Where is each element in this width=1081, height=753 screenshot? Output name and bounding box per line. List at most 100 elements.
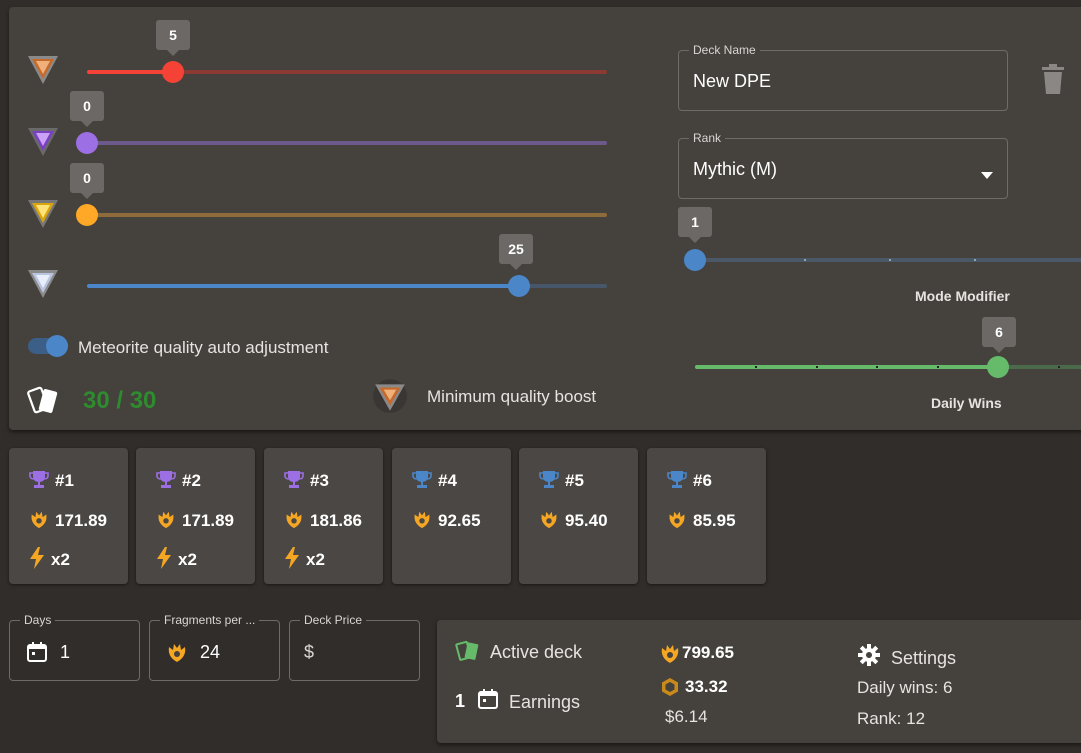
daily-wins-thumb[interactable] — [987, 356, 1009, 378]
fragment-icon — [156, 509, 182, 534]
rank-card-title: #5 — [539, 470, 584, 492]
fragment-icon — [166, 641, 188, 668]
rank-card-multiplier-value: x2 — [51, 550, 70, 569]
active-deck-icon — [455, 640, 481, 667]
rank-card-multiplier: x2 — [156, 546, 197, 574]
rank-card-title: #1 — [29, 470, 74, 492]
lightning-icon — [156, 546, 178, 574]
fragments-per-label: Fragments per ... — [160, 613, 260, 627]
summary-panel: Active deck 1 Earnings 799.65 33.32 $6.1… — [437, 620, 1081, 743]
fragment-icon — [412, 509, 438, 534]
silver-slider-thumb[interactable] — [508, 275, 530, 297]
chevron-down-icon — [981, 166, 993, 184]
calendar-icon — [477, 688, 499, 715]
fragment-icon — [667, 509, 693, 534]
purple-gem-icon — [25, 123, 61, 159]
trophy-icon — [156, 469, 182, 494]
fragments-per-value: 24 — [200, 642, 221, 662]
card-count: 30 / 30 — [83, 387, 157, 414]
deck-price-value: $ — [304, 642, 315, 662]
min-quality-label: Minimum quality boost — [427, 387, 597, 406]
trophy-icon — [412, 469, 438, 494]
mode-modifier-value: 1 — [678, 207, 712, 243]
daily-wins-tick — [876, 366, 878, 368]
rank-label: Rank — [689, 131, 726, 145]
deck-config-panel: 5 0 0 25 Meteorite quality auto adjustme… — [9, 7, 1081, 430]
days-field[interactable]: Days 1 — [9, 613, 140, 681]
delete-icon[interactable] — [1042, 64, 1064, 99]
rank-card-rank: #5 — [565, 471, 584, 490]
rank-card-fragments: 181.86 — [284, 510, 362, 532]
rank-value: Mythic (M) — [693, 159, 777, 179]
gear-icon[interactable] — [858, 644, 880, 671]
rank-select[interactable]: Rank Mythic (M) — [678, 131, 1008, 199]
gold-slider-value: 0 — [70, 163, 104, 199]
rank-card-title: #3 — [284, 470, 329, 492]
settings-link[interactable]: Settings — [891, 648, 957, 668]
deck-name-value: New DPE — [693, 71, 772, 91]
daily-wins-value: 6 — [982, 317, 1016, 353]
purple-slider-value: 0 — [70, 91, 104, 127]
daily-wins-label: Daily Wins — [931, 395, 1002, 411]
rank-card-title: #4 — [412, 470, 457, 492]
gold-slider-rail[interactable] — [87, 213, 607, 217]
bronze-slider-thumb[interactable] — [162, 61, 184, 83]
fragment-icon — [659, 642, 681, 669]
mode-modifier-thumb[interactable] — [684, 249, 706, 271]
rank-card-multiplier: x2 — [29, 546, 70, 574]
rank-card: #6 85.95 — [647, 448, 766, 584]
deck-price-label: Deck Price — [300, 613, 367, 627]
rank-card: #2 171.89 x2 — [136, 448, 255, 584]
daily-wins-tick — [755, 366, 757, 368]
rank-card-rank: #3 — [310, 471, 329, 490]
daily-wins-tick — [816, 366, 818, 368]
rank-card: #1 171.89 x2 — [9, 448, 128, 584]
rank-card: #3 181.86 x2 — [264, 448, 383, 584]
trophy-icon — [667, 469, 693, 494]
silver-slider-fill — [87, 284, 519, 288]
lightning-icon — [29, 546, 51, 574]
purple-slider-rail[interactable] — [87, 141, 607, 145]
fragments-per-field[interactable]: Fragments per ... 24 — [149, 613, 280, 681]
rank-card-rank: #4 — [438, 471, 457, 490]
bronze-slider-rail[interactable] — [87, 70, 607, 74]
active-deck-label: Active deck — [490, 642, 583, 662]
trophy-icon — [539, 469, 565, 494]
gold-slider-thumb[interactable] — [76, 204, 98, 226]
daily-wins-tick — [1058, 366, 1060, 368]
rank-card: #4 92.65 — [392, 448, 511, 584]
rank-card-fragment-value: 171.89 — [182, 511, 234, 530]
rank-card-fragments: 85.95 — [667, 510, 736, 532]
days-label: Days — [20, 613, 56, 627]
rank-card-fragment-value: 181.86 — [310, 511, 362, 530]
rank-card-rank: #1 — [55, 471, 74, 490]
mode-modifier-label: Mode Modifier — [915, 288, 1010, 304]
deck-name-field[interactable]: Deck Name New DPE — [678, 43, 1008, 111]
trophy-icon — [284, 469, 310, 494]
silver-gem-icon — [25, 265, 61, 301]
rank-card-rank: #6 — [693, 471, 712, 490]
rank-card-fragment-value: 92.65 — [438, 511, 481, 530]
rank-card-multiplier-value: x2 — [178, 550, 197, 569]
bronze-slider-value: 5 — [156, 20, 190, 56]
auto-adjust-toggle-knob — [46, 335, 68, 357]
trophy-icon — [29, 469, 55, 494]
auto-adjust-label: Meteorite quality auto adjustment — [78, 338, 329, 357]
mode-modifier-tick — [804, 259, 806, 261]
rank-card-fragments: 92.65 — [412, 510, 481, 532]
deck-price-field[interactable]: Deck Price $ — [289, 613, 420, 681]
purple-slider-thumb[interactable] — [76, 132, 98, 154]
calendar-icon — [26, 641, 48, 668]
mode-modifier-rail[interactable] — [695, 258, 1081, 262]
min-quality-gem-icon — [371, 377, 409, 415]
daily-wins-summary: Daily wins: 6 — [857, 678, 953, 697]
rank-card-fragments: 171.89 — [29, 510, 107, 532]
rank-card-fragments: 171.89 — [156, 510, 234, 532]
rank-card-multiplier-value: x2 — [306, 550, 325, 569]
rank-card-title: #2 — [156, 470, 201, 492]
coins-total: 33.32 — [685, 677, 728, 696]
auto-adjust-toggle[interactable] — [28, 335, 68, 357]
fragment-icon — [284, 509, 310, 534]
earnings-label: Earnings — [509, 692, 581, 712]
rank-card-fragments: 95.40 — [539, 510, 608, 532]
